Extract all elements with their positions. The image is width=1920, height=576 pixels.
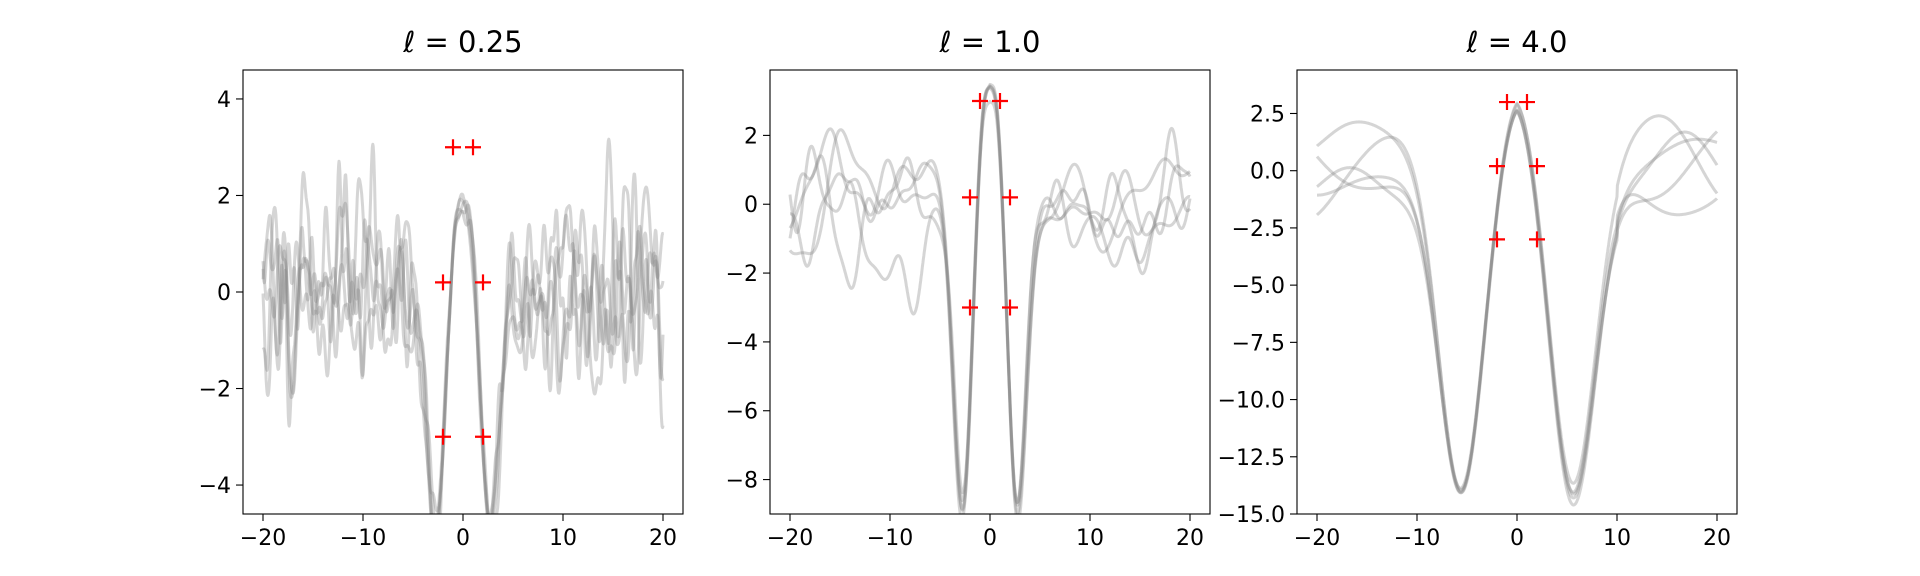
observation-marker: [992, 92, 1008, 109]
sample-line: [788, 85, 1192, 514]
panel-lengthscale-4-0: −20 −10 0 10 20 −15.0 −12.5 −10.0 −7.5 −5.0 −2.5 0.…: [1218, 25, 1738, 551]
sample-line: [788, 82, 1192, 512]
observation-marker: [1002, 299, 1018, 316]
panel-title: ℓ = 0.25: [402, 25, 522, 59]
observation-marker: [435, 274, 451, 291]
sample-lines: [1315, 101, 1719, 507]
observation-markers: [435, 139, 491, 445]
sample-line: [1315, 102, 1719, 492]
x-tick-label: 0: [456, 526, 470, 551]
observation-marker: [435, 428, 451, 445]
x-tick-label: 0: [1510, 526, 1524, 551]
y-tick-label: −15.0: [1218, 503, 1285, 528]
sample-line: [788, 84, 1192, 514]
sample-line: [261, 142, 665, 514]
y-tick-label: 0.0: [1250, 160, 1285, 185]
y-tick-label: −4: [726, 331, 758, 356]
x-tick-label: −10: [340, 526, 386, 551]
x-tick-label: 0: [983, 526, 997, 551]
y-tick-label: 0: [217, 281, 231, 306]
sample-line: [1315, 109, 1719, 500]
sample-line: [261, 137, 665, 514]
observation-marker: [1529, 158, 1545, 175]
y-tick-label: −8: [726, 469, 758, 494]
observation-markers: [1489, 94, 1545, 248]
x-tick-label: 10: [1076, 526, 1104, 551]
axes-frame: [1296, 69, 1738, 515]
y-tick-label: −2: [726, 262, 758, 287]
observation-marker: [1489, 231, 1505, 248]
observation-marker: [1489, 158, 1505, 175]
x-tick-label: 20: [649, 526, 677, 551]
y-tick-label: −2: [199, 378, 231, 403]
y-tick-label: 2.5: [1250, 102, 1285, 127]
x-tick-label: 10: [1603, 526, 1631, 551]
observation-marker: [1499, 94, 1515, 111]
sample-line: [1315, 108, 1719, 495]
observation-marker: [972, 92, 988, 109]
observation-marker: [445, 139, 461, 156]
x-tick-label: −10: [867, 526, 913, 551]
observation-marker: [1519, 94, 1535, 111]
y-tick-label: −5.0: [1232, 274, 1285, 299]
sample-line: [261, 173, 665, 514]
observation-marker: [1002, 189, 1018, 206]
panel-title: ℓ = 4.0: [1466, 25, 1568, 59]
sample-line: [261, 185, 665, 514]
sample-lines: [261, 137, 665, 514]
x-tick-label: −20: [240, 526, 286, 551]
observation-marker: [475, 428, 491, 445]
y-tick-label: −12.5: [1218, 446, 1285, 471]
y-tick-label: 0: [744, 193, 758, 218]
observation-markers: [962, 92, 1018, 316]
y-tick-label: 2: [744, 124, 758, 149]
x-tick-label: −10: [1394, 526, 1440, 551]
sample-line: [1315, 101, 1719, 496]
x-tick-label: 10: [549, 526, 577, 551]
observation-marker: [962, 299, 978, 316]
y-tick-label: −2.5: [1232, 217, 1285, 242]
observation-marker: [465, 139, 481, 156]
panel-title: ℓ = 1.0: [939, 25, 1041, 59]
x-tick-label: −20: [767, 526, 813, 551]
sample-lines: [788, 82, 1192, 514]
x-tick-label: −20: [1294, 526, 1340, 551]
x-tick-label: 20: [1176, 526, 1204, 551]
x-tick-label: 20: [1703, 526, 1731, 551]
sample-line: [788, 86, 1192, 511]
y-tick-label: −7.5: [1232, 331, 1285, 356]
observation-marker: [1529, 231, 1545, 248]
sample-line: [1315, 109, 1719, 507]
observation-marker: [962, 189, 978, 206]
y-tick-label: −10.0: [1218, 389, 1285, 414]
y-tick-label: 2: [217, 184, 231, 209]
sample-line: [261, 171, 665, 514]
observation-marker: [475, 274, 491, 291]
y-tick-label: −6: [726, 400, 758, 425]
y-tick-label: 4: [217, 88, 231, 113]
sample-line: [788, 100, 1192, 514]
y-tick-label: −4: [199, 474, 231, 499]
